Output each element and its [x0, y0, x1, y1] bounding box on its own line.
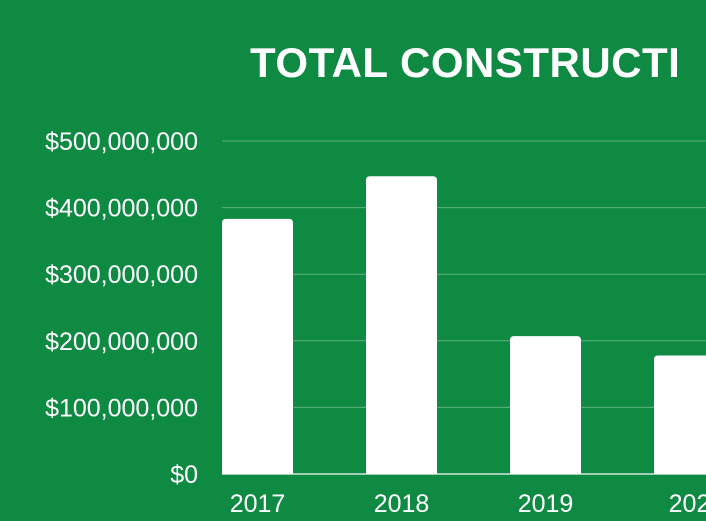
chart-title: TOTAL CONSTRUCTI	[250, 39, 681, 86]
y-tick-label: $100,000,000	[45, 394, 198, 422]
y-tick-label: $300,000,000	[45, 261, 198, 289]
x-tick-label: 202	[669, 490, 706, 518]
y-tick-label: $200,000,000	[45, 328, 198, 356]
x-tick-label: 2018	[374, 490, 430, 518]
bar-2019	[510, 336, 581, 474]
y-tick-label: $400,000,000	[45, 195, 198, 223]
y-tick-label: $0	[170, 461, 198, 489]
x-tick-label: 2017	[230, 490, 286, 518]
bar-202	[654, 355, 706, 474]
y-tick-label: $500,000,000	[45, 128, 198, 156]
bar-2018	[366, 176, 437, 474]
x-tick-label: 2019	[518, 490, 574, 518]
bar-2017	[222, 218, 293, 474]
